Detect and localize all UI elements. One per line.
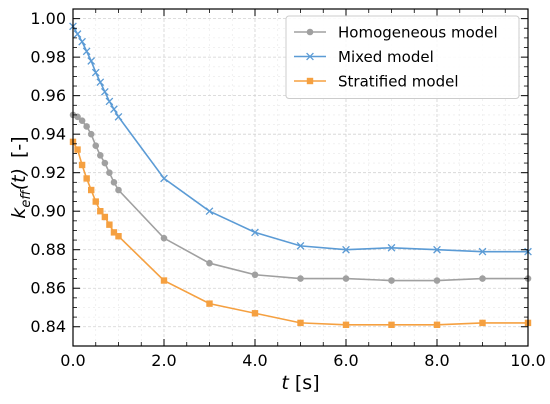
data-point-homogeneous-model bbox=[206, 259, 213, 267]
data-point-homogeneous-model bbox=[160, 234, 168, 242]
y-axis-label: keff(t) [-] bbox=[8, 136, 34, 218]
x-tick-label: 2.0 bbox=[151, 351, 176, 370]
data-point-stratified-model bbox=[88, 186, 95, 194]
data-point-stratified-model bbox=[74, 146, 81, 153]
legend-marker-homogeneous-model bbox=[306, 28, 314, 36]
tick-labels: 0.0 2.0 4.0 6.0 8.0 10.0 0.84 0.86 0.88 0.90 0.92 0… bbox=[30, 9, 545, 370]
y-tick-label: 0.90 bbox=[30, 202, 66, 221]
x-tick-label: 4.0 bbox=[242, 351, 267, 370]
legend: Homogeneous model Mixed model Stratified m… bbox=[285, 15, 520, 99]
data-point-mixed-model bbox=[478, 247, 487, 256]
data-point-stratified-model bbox=[479, 319, 486, 327]
data-point-homogeneous-model bbox=[388, 277, 395, 284]
data-point-stratified-model bbox=[251, 310, 259, 317]
data-point-stratified-model bbox=[110, 229, 118, 236]
data-point-stratified-model bbox=[97, 208, 104, 215]
legend-box bbox=[285, 15, 520, 99]
data-point-homogeneous-model bbox=[479, 275, 486, 282]
data-point-stratified-model bbox=[433, 321, 441, 329]
data-point-mixed-model bbox=[100, 87, 109, 96]
legend-marker-mixed-model bbox=[306, 52, 314, 61]
series-mixed-model bbox=[69, 22, 532, 256]
series-layer bbox=[69, 22, 532, 329]
axis-ticks bbox=[72, 9, 529, 346]
data-point-homogeneous-model bbox=[251, 271, 259, 279]
data-point-mixed-model bbox=[433, 245, 441, 254]
data-point-homogeneous-model bbox=[97, 152, 104, 159]
x-axis-label-var: t bbox=[281, 372, 290, 394]
data-point-homogeneous-model bbox=[433, 277, 441, 284]
y-tick-label: 0.92 bbox=[30, 163, 66, 182]
data-point-homogeneous-model bbox=[110, 179, 118, 186]
y-tick-label: 1.00 bbox=[30, 9, 66, 28]
data-point-mixed-model bbox=[296, 242, 305, 250]
data-point-mixed-model bbox=[251, 228, 259, 237]
y-tick-label: 0.94 bbox=[30, 125, 66, 144]
data-point-mixed-model bbox=[342, 245, 350, 254]
y-tick-label: 0.96 bbox=[30, 86, 66, 105]
data-point-mixed-model bbox=[205, 207, 214, 216]
x-tick-label: 8.0 bbox=[424, 351, 449, 370]
data-point-homogeneous-model bbox=[342, 275, 350, 282]
data-point-homogeneous-model bbox=[101, 159, 109, 167]
series-homogeneous-model bbox=[69, 111, 532, 284]
y-tick-label: 0.84 bbox=[30, 317, 66, 336]
legend-items: Homogeneous model Mixed model Stratified m… bbox=[294, 24, 498, 91]
y-tick-label: 0.88 bbox=[30, 240, 66, 259]
data-point-stratified-model bbox=[160, 277, 168, 284]
legend-label-homogeneous-model: Homogeneous model bbox=[338, 24, 498, 42]
data-point-mixed-model bbox=[73, 30, 82, 38]
data-point-stratified-model bbox=[388, 321, 395, 329]
data-point-stratified-model bbox=[115, 233, 122, 240]
data-point-homogeneous-model bbox=[297, 275, 304, 282]
y-axis-label-var: k bbox=[8, 207, 30, 219]
y-tick-label: 0.98 bbox=[30, 48, 66, 67]
data-point-stratified-model bbox=[106, 221, 113, 228]
y-axis-label-arg: (t) bbox=[8, 168, 30, 190]
legend-marker-stratified-model bbox=[306, 77, 314, 85]
x-tick-label: 10.0 bbox=[510, 351, 546, 370]
x-tick-label: 0.0 bbox=[60, 351, 85, 370]
data-point-homogeneous-model bbox=[115, 186, 122, 194]
data-point-homogeneous-model bbox=[83, 123, 90, 130]
data-point-mixed-model bbox=[387, 243, 396, 252]
data-point-mixed-model bbox=[82, 47, 91, 56]
data-point-mixed-model bbox=[110, 105, 118, 113]
data-point-stratified-model bbox=[78, 161, 86, 169]
data-point-stratified-model bbox=[92, 198, 99, 205]
data-point-stratified-model bbox=[83, 175, 90, 182]
x-tick-label: 6.0 bbox=[333, 351, 358, 370]
legend-item-stratified-model: Stratified model bbox=[294, 73, 458, 91]
data-point-mixed-model bbox=[87, 57, 96, 65]
data-point-homogeneous-model bbox=[78, 117, 86, 124]
data-point-stratified-model bbox=[101, 213, 109, 221]
data-point-homogeneous-model bbox=[87, 130, 95, 138]
data-point-homogeneous-model bbox=[92, 142, 100, 150]
y-axis-label-unit: [-] bbox=[8, 136, 30, 158]
data-point-stratified-model bbox=[297, 319, 304, 327]
data-point-stratified-model bbox=[342, 321, 350, 329]
x-axis-label: t [s] bbox=[281, 372, 319, 394]
data-point-stratified-model bbox=[206, 300, 213, 307]
legend-label-mixed-model: Mixed model bbox=[338, 48, 434, 66]
y-axis-label-sub: eff bbox=[19, 189, 34, 208]
legend-item-homogeneous-model: Homogeneous model bbox=[294, 24, 498, 42]
legend-item-mixed-model: Mixed model bbox=[294, 48, 434, 66]
data-point-mixed-model bbox=[96, 78, 105, 87]
x-axis-label-unit: [s] bbox=[289, 372, 320, 394]
data-point-mixed-model bbox=[105, 97, 114, 106]
data-point-mixed-model bbox=[78, 37, 86, 46]
y-tick-label: 0.86 bbox=[30, 279, 66, 298]
legend-label-stratified-model: Stratified model bbox=[338, 73, 458, 91]
data-point-mixed-model bbox=[91, 68, 100, 77]
data-point-homogeneous-model bbox=[106, 169, 113, 176]
data-point-mixed-model bbox=[160, 174, 168, 183]
data-point-mixed-model bbox=[114, 112, 123, 121]
